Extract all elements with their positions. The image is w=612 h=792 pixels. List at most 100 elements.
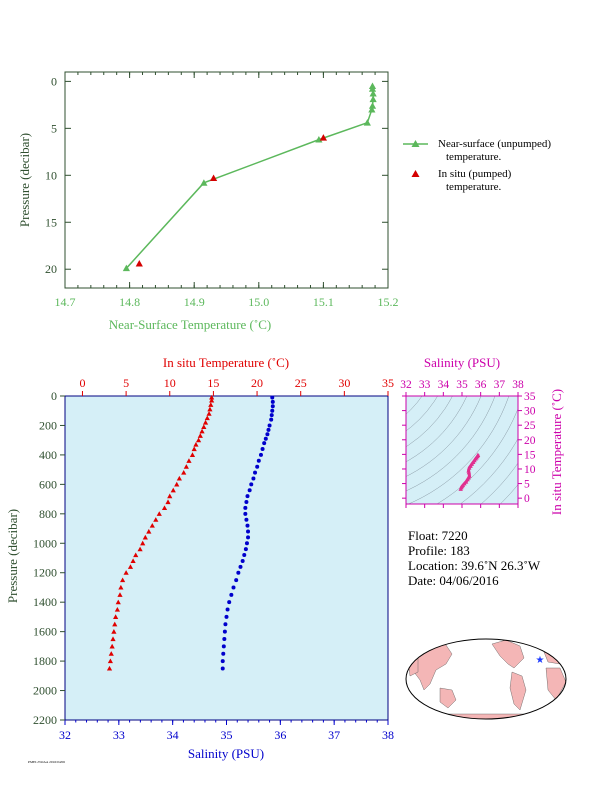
ts-diagram: 32 33 34 35 36 37 38 0 5 10 15 20 25 30 35 Salinity (… (283, 283, 564, 515)
salinity-point (227, 600, 232, 605)
ts-temperature-tick-label: 0 (524, 493, 530, 505)
near-surface-plot-area (64, 71, 389, 289)
salinity-point (260, 447, 265, 452)
temperature-point (201, 424, 207, 430)
unpumped-temperature-point (368, 105, 376, 113)
x-tick-label: 14.7 (55, 295, 76, 309)
ts-salinity-tick-label: 36 (475, 379, 487, 391)
density-contour (296, 296, 376, 376)
salinity-tick-label: 37 (328, 728, 340, 742)
salinity-point (247, 488, 252, 493)
temperature-point (133, 552, 139, 558)
temperature-point (115, 599, 121, 605)
temperature-point (109, 643, 115, 649)
profile-temperature-axis-label: In situ Temperature (˚C) (163, 355, 289, 370)
salinity-point (243, 547, 248, 552)
ts-temperature-tick-label: 25 (524, 420, 536, 432)
float-id: Float: 7220 (408, 528, 468, 543)
salinity-point (223, 622, 228, 627)
temperature-point (191, 446, 197, 452)
legend-unpumped-label-line1: Near-surface (unpumped) (438, 138, 551, 150)
ts-salinity-tick-label: 37 (494, 379, 506, 391)
salinity-point (270, 399, 275, 404)
world-map: ★ (405, 638, 567, 720)
salinity-point (236, 570, 241, 575)
salinity-point (242, 553, 247, 558)
salinity-point (220, 666, 225, 671)
temperature-point (206, 411, 212, 416)
temperature-point (167, 493, 173, 499)
ts-temperature-tick-label: 35 (524, 391, 536, 403)
map-land-australia (439, 687, 457, 709)
x-tick-label: 15.0 (248, 295, 269, 309)
temperature-tick-label: 25 (295, 376, 307, 390)
ts-point (468, 463, 473, 468)
legend-unpumped-marker (411, 140, 420, 147)
map-outline (405, 638, 567, 720)
temperature-point (146, 528, 152, 534)
temperature-point (112, 621, 118, 627)
salinity-point (256, 458, 261, 463)
ts-salinity-tick-label: 34 (438, 379, 450, 391)
temperature-point (176, 475, 182, 481)
temperature-point (193, 442, 199, 447)
temperature-point (156, 511, 162, 516)
ts-salinity-tick-label: 32 (400, 379, 412, 391)
temperature-point (113, 614, 119, 619)
unpumped-temperature-point (122, 264, 130, 272)
temperature-point (137, 546, 143, 552)
ts-point (466, 468, 471, 473)
temperature-point (110, 636, 116, 642)
y-tick-label: 0 (51, 74, 57, 88)
pumped-temperature-point (209, 174, 218, 182)
salinity-point (263, 436, 268, 441)
temperature-tick-label: 20 (251, 376, 263, 390)
ts-salinity-tick-labels: 32 33 34 35 36 37 38 (400, 379, 524, 391)
ts-temperature-axis-label: In situ Temperature (˚C) (549, 389, 564, 515)
pressure-tick-label: 2200 (33, 713, 57, 727)
density-contour (283, 283, 389, 389)
salinity-tick-label: 32 (59, 728, 71, 742)
ts-salinity-tick-label: 33 (419, 379, 431, 391)
y-tick-label: 5 (51, 121, 57, 135)
near-surface-x-axis-label: Near-Surface Temperature (˚C) (109, 317, 271, 332)
pressure-tick-label: 200 (39, 418, 57, 432)
map-land-south-america (509, 671, 527, 711)
salinity-point (224, 614, 229, 619)
pressure-tick-label: 1000 (33, 536, 57, 550)
pressure-tick-label: 1400 (33, 595, 57, 609)
salinity-point (258, 452, 263, 457)
salinity-point (269, 413, 274, 418)
temperature-point (106, 665, 113, 671)
ts-salinity-axis-label: Salinity (PSU) (424, 355, 500, 370)
temperature-tick-label: 35 (382, 376, 394, 390)
profile-pressure-axis-label: Pressure (decibar) (5, 509, 20, 603)
temperature-point (202, 419, 209, 425)
pressure-tick-label: 2000 (33, 684, 57, 698)
salinity-point (244, 517, 249, 522)
legend-pumped-label-line1: In situ (pumped) (438, 168, 512, 180)
profile-pressure-tick-labels: 0 200 400 600 800 1000 1200 1400 1600 1800 2000 220… (33, 389, 57, 727)
ts-point (475, 452, 481, 457)
temperature-point (107, 658, 113, 664)
near-surface-legend: Near-surface (unpumped) temperature. In … (403, 138, 551, 193)
salinity-tick-label: 36 (274, 728, 286, 742)
temperature-point (183, 464, 189, 469)
salinity-point (265, 432, 270, 437)
salinity-point (231, 585, 236, 590)
ts-temperature-tick-label: 10 (524, 464, 536, 476)
temperature-point (161, 505, 168, 511)
salinity-point (244, 541, 249, 546)
profile-series (106, 394, 275, 671)
location: Location: 39.6˚N 26.3˚W (408, 558, 541, 573)
pressure-tick-label: 1800 (33, 654, 57, 668)
salinity-point (249, 482, 254, 487)
salinity-point (251, 476, 256, 481)
temperature-tick-label: 30 (338, 376, 350, 390)
temperature-point (207, 406, 213, 412)
profile-plot-area (64, 395, 389, 721)
legend-unpumped-label-line2: temperature. (446, 151, 502, 163)
ts-temperature-tick-label: 15 (524, 449, 536, 461)
unpumped-temperature-point (315, 136, 323, 143)
ts-temperature-tick-label: 30 (524, 406, 536, 418)
